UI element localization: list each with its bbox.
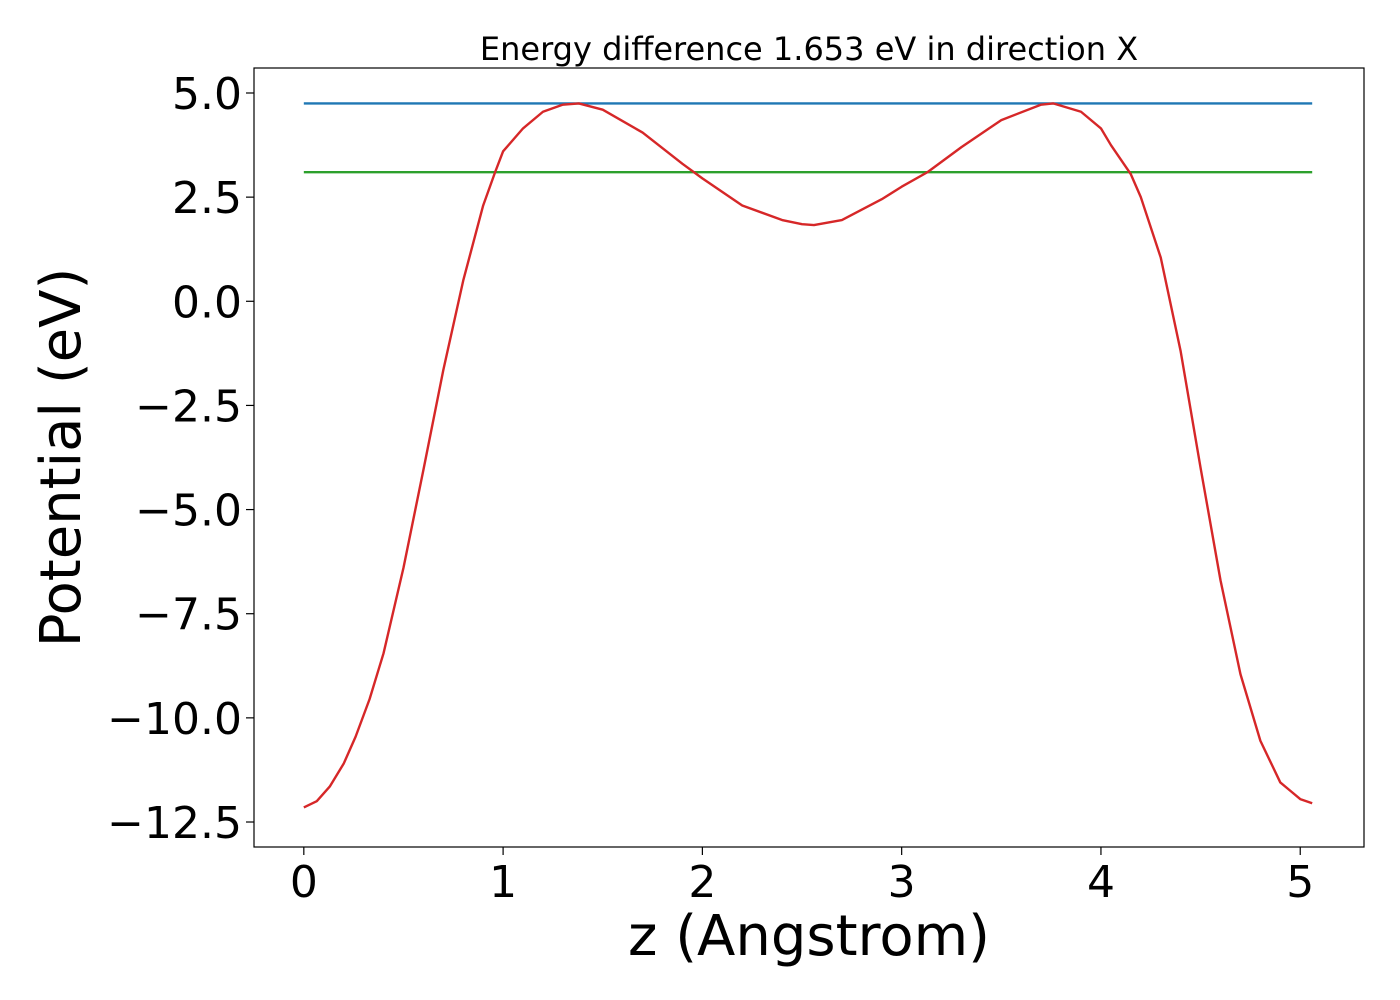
y-tick-label: −12.5: [107, 798, 242, 849]
y-tick-label: 5.0: [172, 69, 242, 120]
y-axis: 5.0 2.5 0.0 −2.5 −5.0 −7.5 −10.0 −12.5: [107, 69, 254, 849]
x-tick-label: 1: [489, 857, 517, 908]
x-tick-label: 2: [688, 857, 716, 908]
x-tick-label: 0: [290, 857, 318, 908]
y-tick-label: −2.5: [135, 381, 242, 432]
y-tick-label: −7.5: [135, 590, 242, 641]
series-layer: [303, 102, 1313, 809]
chart-title: Energy difference 1.653 eV in direction …: [480, 30, 1138, 68]
x-axis-title: z (Angstrom): [628, 904, 990, 969]
series-line-3: [303, 102, 1313, 809]
y-axis-title: Potential (eV): [29, 268, 94, 648]
x-axis: 0 1 2 3 4 5: [290, 847, 1314, 908]
plot-frame: [253, 67, 1365, 848]
x-tick-label: 4: [1087, 857, 1115, 908]
y-tick-label: −5.0: [135, 486, 242, 537]
y-tick-label: 2.5: [172, 173, 242, 224]
x-tick-label: 5: [1286, 857, 1314, 908]
x-tick-label: 3: [888, 857, 916, 908]
y-tick-label: 0.0: [172, 277, 242, 328]
y-tick-label: −10.0: [107, 694, 242, 745]
